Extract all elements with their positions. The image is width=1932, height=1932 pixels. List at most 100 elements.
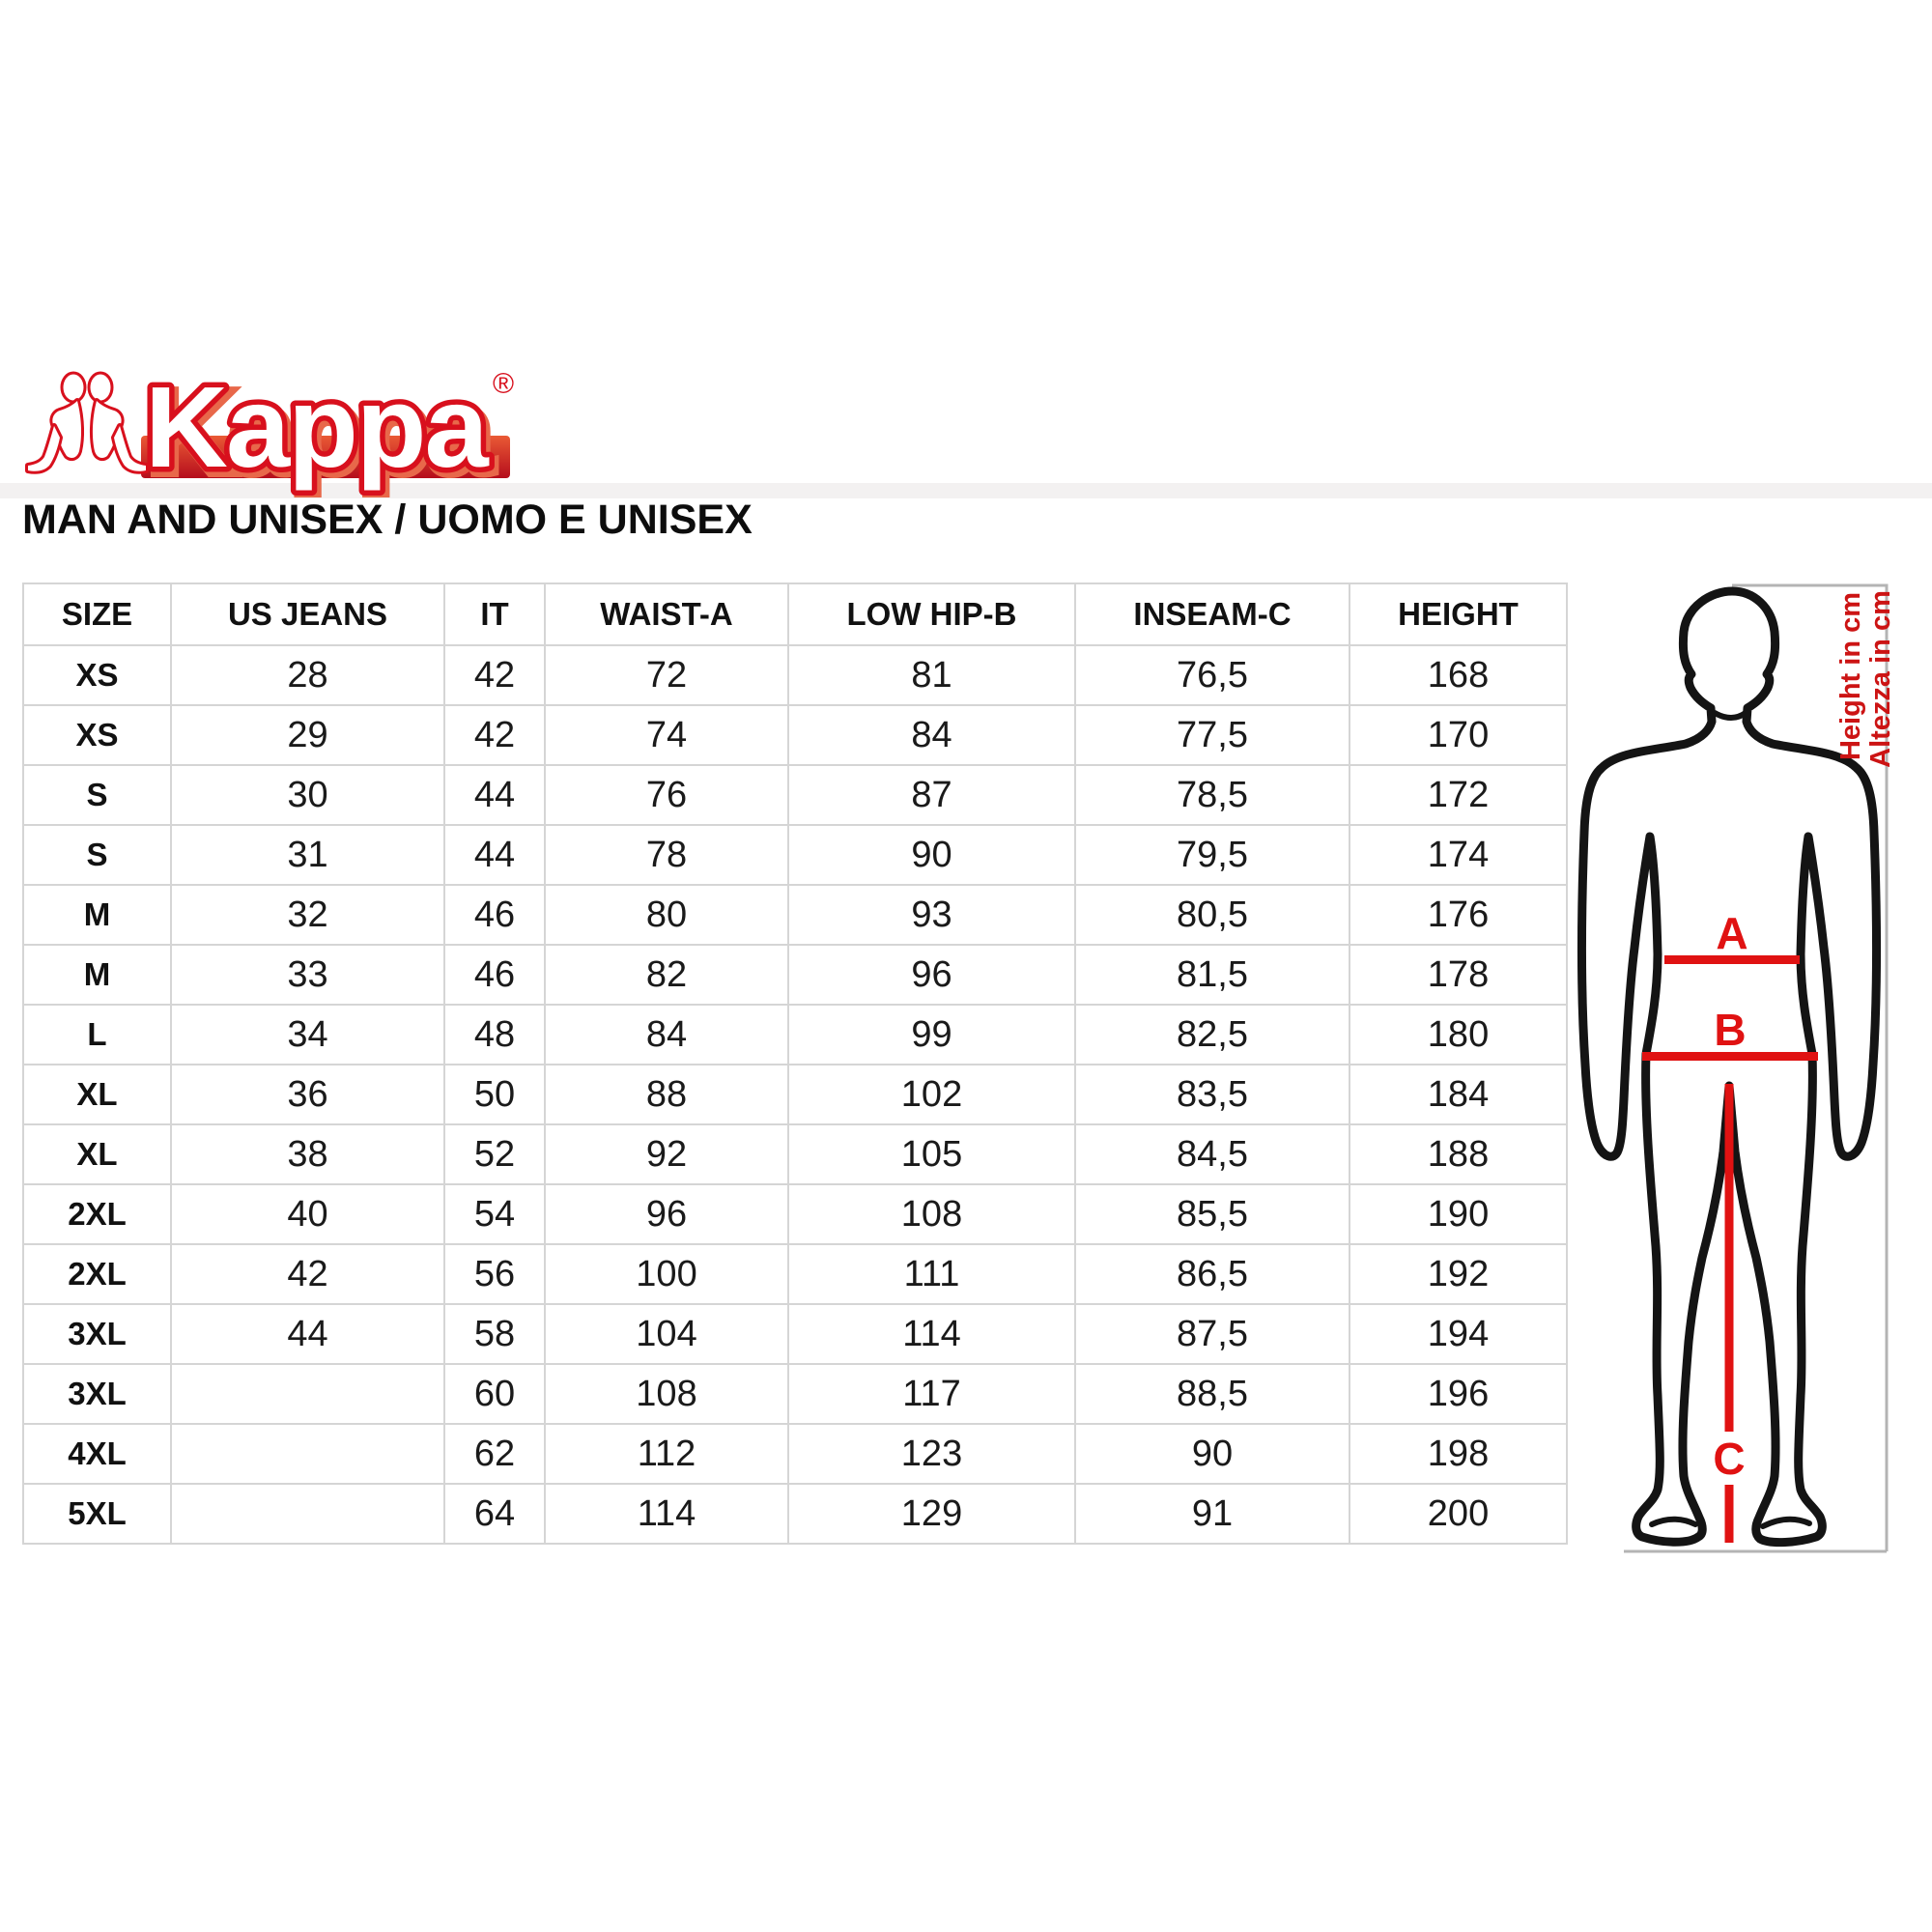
column-header-size: SIZE	[22, 582, 172, 646]
table-cell: 78,5	[1074, 764, 1350, 826]
table-cell: 44	[443, 824, 546, 886]
table-cell: 80,5	[1074, 884, 1350, 946]
table-cell: 180	[1349, 1004, 1568, 1065]
table-cell: 114	[787, 1303, 1076, 1365]
page-title: MAN AND UNISEX / UOMO E UNISEX	[22, 497, 753, 543]
table-cell: 172	[1349, 764, 1568, 826]
table-cell: 100	[544, 1243, 789, 1305]
table-cell: 83,5	[1074, 1064, 1350, 1125]
table-cell: 29	[170, 704, 445, 766]
table-cell: 38	[170, 1123, 445, 1185]
table-cell: 102	[787, 1064, 1076, 1125]
table-cell: 81,5	[1074, 944, 1350, 1006]
table-cell: 192	[1349, 1243, 1568, 1305]
table-cell: 105	[787, 1123, 1076, 1185]
table-cell: 76,5	[1074, 644, 1350, 706]
label-b: B	[1714, 1005, 1746, 1055]
registered-mark-icon: ®	[493, 368, 514, 400]
table-cell: 112	[544, 1423, 789, 1485]
kappa-wordmark-shadow: Kappa	[149, 368, 494, 497]
table-row: 3XL 60 108 117 88,5 196	[22, 1363, 1568, 1425]
size-cell: 2XL	[22, 1243, 172, 1305]
table-cell: 76	[544, 764, 789, 826]
size-cell: 3XL	[22, 1303, 172, 1365]
table-cell: 90	[1074, 1423, 1350, 1485]
size-table-body: XS 28 42 72 81 76,5 168 XS 29 42 74 84 77,5 170 S 30 44 7…	[22, 644, 1568, 1545]
size-cell: XS	[22, 644, 172, 706]
table-cell: 96	[787, 944, 1076, 1006]
table-cell: 188	[1349, 1123, 1568, 1185]
table-row: XS 29 42 74 84 77,5 170	[22, 704, 1568, 766]
table-cell: 88,5	[1074, 1363, 1350, 1425]
table-cell: 111	[787, 1243, 1076, 1305]
size-cell: XL	[22, 1123, 172, 1185]
table-cell	[170, 1483, 445, 1545]
column-header-low-hip-b: LOW HIP-B	[787, 582, 1076, 646]
size-cell: L	[22, 1004, 172, 1065]
size-cell: 4XL	[22, 1423, 172, 1485]
table-cell: 168	[1349, 644, 1568, 706]
measurement-marks: A B C	[1642, 908, 1818, 1543]
table-cell: 184	[1349, 1064, 1568, 1125]
height-bracket	[1624, 583, 1889, 1553]
logo-band	[141, 436, 510, 478]
table-cell: 200	[1349, 1483, 1568, 1545]
table-cell: 46	[443, 944, 546, 1006]
table-cell: 30	[170, 764, 445, 826]
table-cell: 174	[1349, 824, 1568, 886]
table-row: M 32 46 80 93 80,5 176	[22, 884, 1568, 946]
size-table: SIZE US JEANS IT WAIST-A LOW HIP-B INSEA…	[22, 582, 1568, 1545]
table-cell: 87,5	[1074, 1303, 1350, 1365]
table-row: 3XL 44 58 104 114 87,5 194	[22, 1303, 1568, 1365]
column-header-height: HEIGHT	[1349, 582, 1568, 646]
table-cell: 99	[787, 1004, 1076, 1065]
table-row: 2XL 40 54 96 108 85,5 190	[22, 1183, 1568, 1245]
table-row: 4XL 62 112 123 90 198	[22, 1423, 1568, 1485]
table-cell: 64	[443, 1483, 546, 1545]
size-cell: M	[22, 944, 172, 1006]
table-cell: 36	[170, 1064, 445, 1125]
table-row: S 31 44 78 90 79,5 174	[22, 824, 1568, 886]
kappa-wordmark: Kappa	[145, 363, 490, 492]
table-cell: 44	[443, 764, 546, 826]
right-foot-line	[1760, 1516, 1812, 1529]
table-row: M 33 46 82 96 81,5 178	[22, 944, 1568, 1006]
table-cell: 46	[443, 884, 546, 946]
table-row: XL 36 50 88 102 83,5 184	[22, 1064, 1568, 1125]
kappa-logo: Kappa Kappa ®	[17, 351, 544, 497]
table-row: L 34 48 84 99 82,5 180	[22, 1004, 1568, 1065]
table-cell: 84,5	[1074, 1123, 1350, 1185]
size-cell: 3XL	[22, 1363, 172, 1425]
header-row: SIZE US JEANS IT WAIST-A LOW HIP-B INSEA…	[22, 582, 1568, 646]
size-cell: 2XL	[22, 1183, 172, 1245]
table-cell: 92	[544, 1123, 789, 1185]
table-cell: 88	[544, 1064, 789, 1125]
table-cell: 85,5	[1074, 1183, 1350, 1245]
height-note-en: Height in cm	[1835, 592, 1866, 760]
table-cell: 87	[787, 764, 1076, 826]
table-row: S 30 44 76 87 78,5 172	[22, 764, 1568, 826]
table-cell: 82	[544, 944, 789, 1006]
table-cell: 198	[1349, 1423, 1568, 1485]
table-cell: 77,5	[1074, 704, 1350, 766]
table-cell: 74	[544, 704, 789, 766]
table-row: XL 38 52 92 105 84,5 188	[22, 1123, 1568, 1185]
table-cell: 108	[544, 1363, 789, 1425]
table-cell: 96	[544, 1183, 789, 1245]
inseam-line-c-lower	[1724, 1485, 1734, 1543]
table-cell: 93	[787, 884, 1076, 946]
table-cell: 52	[443, 1123, 546, 1185]
table-cell: 58	[443, 1303, 546, 1365]
table-cell: 60	[443, 1363, 546, 1425]
table-cell: 28	[170, 644, 445, 706]
column-header-waist-a: WAIST-A	[544, 582, 789, 646]
table-cell: 81	[787, 644, 1076, 706]
table-cell: 31	[170, 824, 445, 886]
table-cell: 91	[1074, 1483, 1350, 1545]
table-cell: 176	[1349, 884, 1568, 946]
table-cell: 196	[1349, 1363, 1568, 1425]
table-cell	[170, 1423, 445, 1485]
table-cell: 42	[443, 644, 546, 706]
table-cell: 62	[443, 1423, 546, 1485]
table-cell: 90	[787, 824, 1076, 886]
